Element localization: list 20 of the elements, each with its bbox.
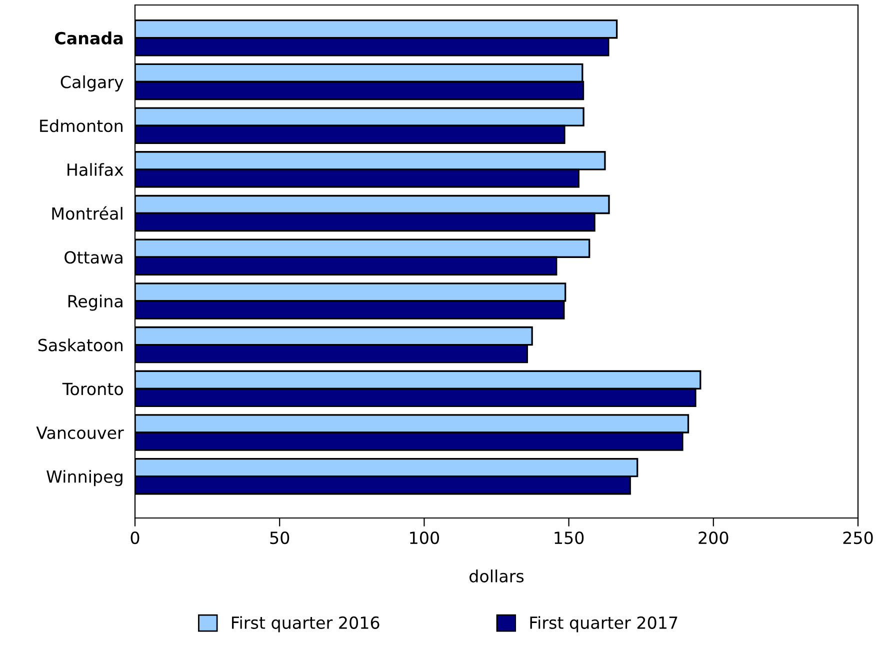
y-tick-label: Calgary xyxy=(60,75,124,92)
x-axis-title: dollars xyxy=(470,570,524,582)
y-tick-label: Vancouver xyxy=(36,426,124,440)
legend-label: First quarter 2016 xyxy=(232,616,380,632)
x-tick-label: 250 xyxy=(843,531,873,544)
x-tick-label: 100 xyxy=(410,531,439,544)
y-tick-label: Saskatoon xyxy=(38,338,122,352)
y-tick-label: Toronto xyxy=(62,382,123,396)
x-tick-label: 0 xyxy=(130,531,140,544)
y-tick-label: Winnipeg xyxy=(46,470,122,486)
y-tick-label: Edmonton xyxy=(40,119,122,132)
y-tick-label: Montréal xyxy=(52,206,122,220)
y-tick-label: Canada xyxy=(54,32,123,44)
x-tick-label: 200 xyxy=(698,531,728,544)
x-tick-label: 150 xyxy=(554,531,584,544)
x-tick-label: 50 xyxy=(270,531,290,544)
y-tick-label: Ottawa xyxy=(64,251,122,264)
legend-label: First quarter 2017 xyxy=(530,616,678,632)
y-tick-label: Halifax xyxy=(68,163,124,176)
y-tick-label: Regina xyxy=(68,294,122,311)
